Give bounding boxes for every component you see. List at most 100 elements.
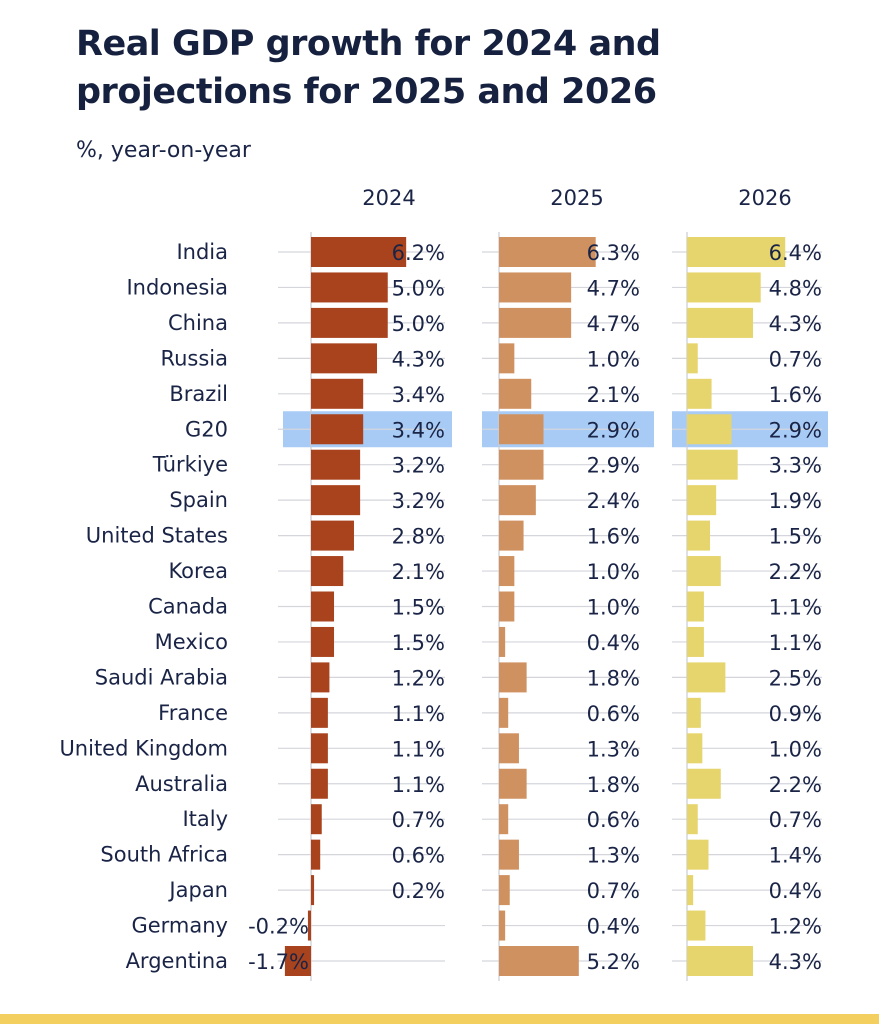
value-label: 6.2% xyxy=(392,241,445,265)
bar-2024-south-africa xyxy=(311,839,321,870)
column-header-2024: 2024 xyxy=(362,186,416,210)
bar-2024-china xyxy=(311,307,388,338)
value-label: 0.6% xyxy=(587,808,640,832)
value-label: 1.1% xyxy=(392,702,445,726)
bar-2024-spain xyxy=(311,485,361,516)
bar-2025-argentina xyxy=(499,946,579,976)
bar-2026-türkiye xyxy=(687,449,738,480)
value-label: 1.9% xyxy=(769,489,822,513)
value-label: 1.0% xyxy=(587,560,640,584)
value-label: 4.7% xyxy=(587,312,640,336)
value-label: 1.1% xyxy=(392,773,445,797)
bar-2024-italy xyxy=(311,804,322,835)
bar-2026-mexico xyxy=(687,626,704,657)
bar-2026-south-africa xyxy=(687,839,709,870)
value-label: 1.4% xyxy=(769,844,822,868)
category-label: Spain xyxy=(169,488,228,512)
value-label: 2.1% xyxy=(392,560,445,584)
bar-2026-japan xyxy=(687,875,694,906)
bar-2025-united-kingdom xyxy=(499,733,519,764)
bar-2026-china xyxy=(687,307,754,338)
value-label: 3.4% xyxy=(392,383,445,407)
category-label: Australia xyxy=(135,772,228,796)
bar-2026-united-kingdom xyxy=(687,733,703,764)
value-label: 0.7% xyxy=(392,808,445,832)
value-label: 1.0% xyxy=(587,347,640,371)
value-label: 4.7% xyxy=(587,276,640,300)
bar-2025-canada xyxy=(499,591,515,622)
value-label: 1.0% xyxy=(587,596,640,620)
value-label: 2.9% xyxy=(769,418,822,442)
bar-2024-japan xyxy=(311,875,315,906)
bar-2025-france xyxy=(499,697,509,728)
bar-2024-united-states xyxy=(311,520,354,551)
category-label: Mexico xyxy=(155,630,228,654)
chart-title: Real GDP growth for 2024 and projections… xyxy=(76,20,661,116)
value-label: 0.6% xyxy=(392,844,445,868)
value-label: 1.0% xyxy=(769,737,822,761)
value-label: 3.4% xyxy=(392,418,445,442)
value-label: 2.4% xyxy=(587,489,640,513)
category-label: India xyxy=(176,240,228,264)
category-label: United Kingdom xyxy=(59,736,228,760)
value-label: 2.8% xyxy=(392,525,445,549)
value-label: 0.9% xyxy=(769,702,822,726)
bar-2025-indonesia xyxy=(499,272,572,303)
bar-2024-australia xyxy=(311,768,328,799)
bar-2025-south-africa xyxy=(499,839,519,870)
value-label: 3.3% xyxy=(769,454,822,478)
bar-2025-spain xyxy=(499,485,536,516)
category-label: Japan xyxy=(167,878,228,902)
bar-2026-spain xyxy=(687,485,717,516)
category-label: Brazil xyxy=(169,382,228,406)
bar-2024-argentina xyxy=(284,946,311,976)
bar-2025-australia xyxy=(499,768,527,799)
value-label: 5.0% xyxy=(392,276,445,300)
footer-accent-bar xyxy=(0,1014,879,1024)
bar-2025-russia xyxy=(499,343,515,374)
value-label: 1.2% xyxy=(392,666,445,690)
bar-2026-brazil xyxy=(687,378,712,409)
value-label: 2.5% xyxy=(769,666,822,690)
bar-2026-italy xyxy=(687,804,698,835)
value-label: 2.9% xyxy=(587,454,640,478)
value-label: -0.2% xyxy=(248,915,309,939)
bar-2026-argentina xyxy=(687,946,754,976)
bar-2025-mexico xyxy=(499,626,506,657)
category-label: United States xyxy=(86,524,228,548)
bar-2025-germany xyxy=(499,910,506,941)
value-label: 2.2% xyxy=(769,560,822,584)
value-label: 1.6% xyxy=(587,525,640,549)
category-label: Germany xyxy=(131,914,228,938)
bar-2025-korea xyxy=(499,556,515,587)
value-label: 1.5% xyxy=(769,525,822,549)
bar-2024-france xyxy=(311,697,328,728)
bar-2024-united-kingdom xyxy=(311,733,328,764)
bar-2024-canada xyxy=(311,591,335,622)
bar-2026-india xyxy=(687,237,786,267)
value-label: 4.3% xyxy=(769,950,822,974)
bar-2025-saudi-arabia xyxy=(499,662,527,693)
value-label: 3.2% xyxy=(392,454,445,478)
value-label: 1.3% xyxy=(587,737,640,761)
bar-2024-indonesia xyxy=(311,272,388,303)
category-label: Saudi Arabia xyxy=(95,665,228,689)
bar-2025-india xyxy=(499,237,596,267)
bar-2026-australia xyxy=(687,768,721,799)
bar-2025-türkiye xyxy=(499,449,544,480)
bar-2024-russia xyxy=(311,343,378,374)
value-label: 6.4% xyxy=(769,241,822,265)
bar-2025-brazil xyxy=(499,378,532,409)
bar-2024-korea xyxy=(311,556,344,587)
bar-2026-russia xyxy=(687,343,698,374)
bar-2024-g20 xyxy=(311,414,364,445)
column-header-2026: 2026 xyxy=(738,186,792,210)
value-label: 0.7% xyxy=(587,879,640,903)
bar-2026-france xyxy=(687,697,701,728)
value-label: 3.2% xyxy=(392,489,445,513)
bar-2024-brazil xyxy=(311,378,364,409)
category-label: France xyxy=(158,701,228,725)
value-label: 0.7% xyxy=(769,347,822,371)
chart-subtitle: %, year-on-year xyxy=(76,138,251,163)
